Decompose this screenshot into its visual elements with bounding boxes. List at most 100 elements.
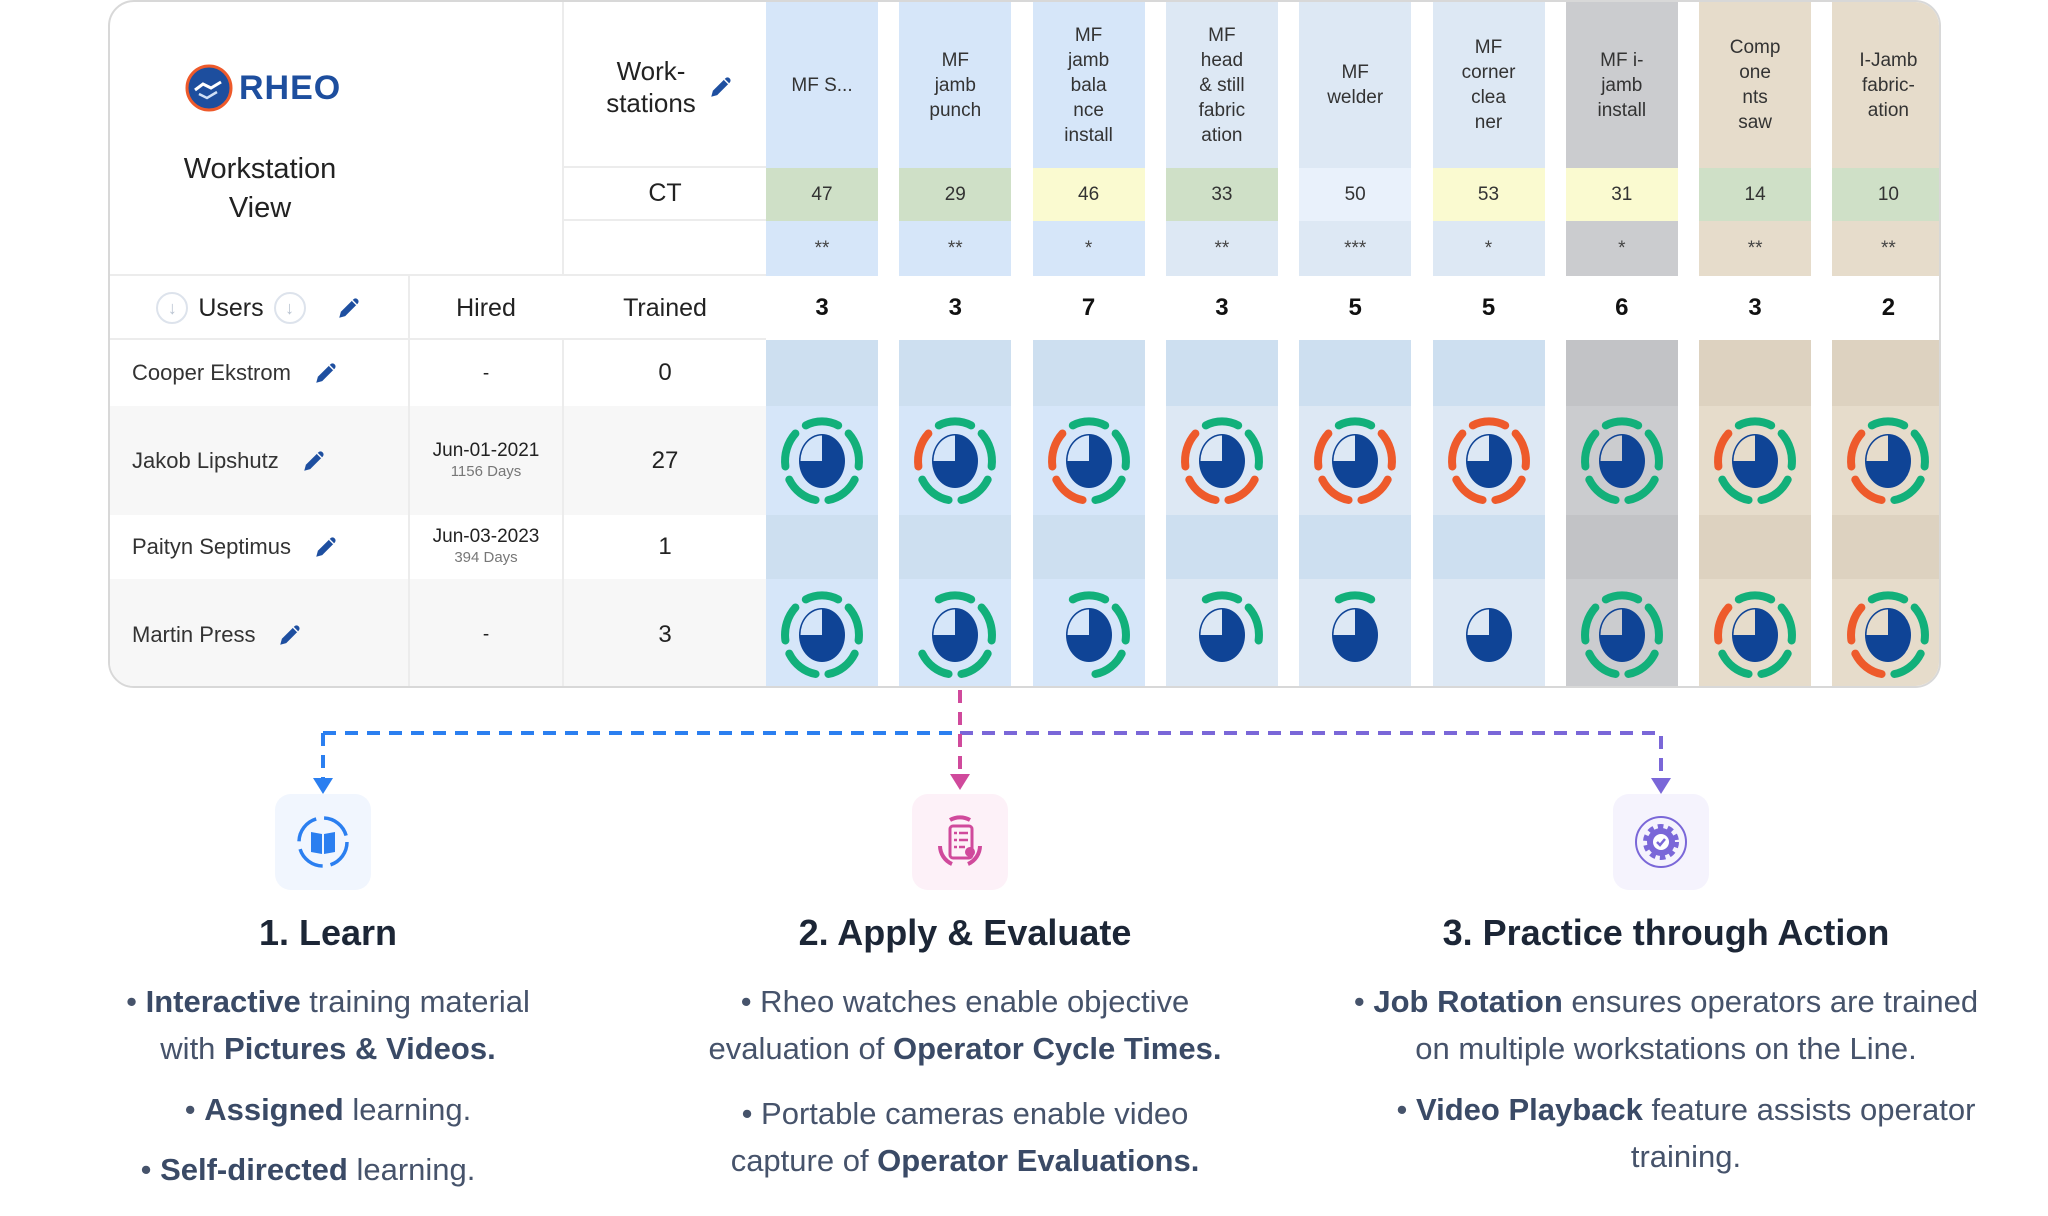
workstation-name[interactable]: MF head & still fabric ation [1198, 24, 1246, 146]
workstation-name[interactable]: MF corner clea ner [1461, 37, 1516, 133]
ring-segment [957, 475, 992, 504]
training-status-cell[interactable] [1166, 579, 1278, 686]
workstation-name[interactable]: Comp one nts saw [1729, 37, 1781, 133]
edit-user-pencil-icon[interactable] [313, 534, 339, 560]
trained-user-count: 3 [766, 276, 878, 340]
text-segment: training material [300, 984, 530, 1019]
training-status-cell[interactable] [1832, 406, 1939, 515]
ring-segment [914, 429, 933, 470]
ring-segment [1644, 429, 1663, 470]
ring-segment [1718, 649, 1753, 678]
training-status-cell[interactable] [1166, 406, 1278, 515]
rheo-logo: RHEO [185, 64, 341, 112]
edit-user-pencil-icon[interactable] [301, 448, 327, 474]
training-status-cell[interactable] [766, 579, 878, 686]
empty-training-cell[interactable] [1299, 340, 1412, 406]
training-status-cell[interactable] [1699, 579, 1811, 686]
ring-segment [1447, 429, 1466, 470]
workstation-name[interactable]: MF jamb bala nce install [1064, 24, 1113, 146]
ring-segment [1580, 429, 1600, 470]
empty-training-cell[interactable] [899, 515, 1012, 579]
training-status-cell[interactable] [1566, 406, 1678, 515]
training-status-cell[interactable] [1699, 406, 1811, 515]
ring-segment [1777, 429, 1797, 470]
ring-segment [1868, 416, 1909, 429]
edit-workstations-pencil-icon[interactable] [708, 74, 734, 100]
training-status-cell[interactable] [1299, 406, 1411, 515]
empty-training-cell[interactable] [766, 515, 878, 579]
cycle-time: 33 [1165, 168, 1278, 221]
training-status-cell[interactable] [1033, 579, 1145, 686]
training-status-cell[interactable] [899, 579, 1011, 686]
hired-date: Jun-03-2023 [432, 526, 540, 547]
user-name[interactable]: Jakob Lipshutz [132, 447, 279, 473]
sort-down-icon[interactable]: ↓ [273, 292, 306, 324]
workstation-name[interactable]: MF i- jamb install [1597, 49, 1647, 121]
training-status-cell[interactable] [1566, 579, 1678, 686]
ring-segment [957, 649, 992, 678]
ring-segment [1377, 429, 1397, 470]
training-status-cell[interactable] [899, 406, 1011, 515]
empty-training-cell[interactable] [1165, 340, 1278, 406]
ring-segment [1624, 475, 1659, 504]
step-description-line: • Self-directed learning. [141, 1146, 476, 1193]
trained-header: Trained [623, 293, 707, 322]
sort-down-icon[interactable]: ↓ [156, 292, 189, 324]
training-status-cell[interactable] [1433, 579, 1545, 686]
ring-segment [1718, 475, 1753, 504]
empty-training-cell[interactable] [1832, 515, 1939, 579]
ring-segment [1644, 603, 1663, 644]
arrow-apply-icon [950, 774, 970, 790]
step-title: 3. Practice through Action [1442, 912, 1890, 953]
user-name[interactable]: Martin Press [132, 621, 256, 647]
ring-segment [824, 475, 859, 504]
empty-training-cell[interactable] [1565, 340, 1678, 406]
empty-training-cell[interactable] [1299, 515, 1412, 579]
user-name[interactable]: Paityn Septimus [132, 534, 291, 559]
workstation-name[interactable]: MF S... [791, 74, 853, 96]
ring-segment [1847, 603, 1866, 644]
workstation-name[interactable]: MF welder [1327, 62, 1384, 108]
step-description-line: • Portable cameras enable video [742, 1090, 1189, 1137]
trained-user-count: 3 [899, 276, 1012, 340]
bullet: • [126, 984, 146, 1019]
user-name[interactable]: Cooper Ekstrom [132, 360, 291, 385]
ring-segment [1201, 590, 1243, 603]
training-status-cell[interactable] [1299, 579, 1411, 686]
empty-training-cell[interactable] [1032, 515, 1145, 579]
empty-training-cell[interactable] [1165, 515, 1278, 579]
workstation-column: MF welder 50 *** 5 [1299, 2, 1412, 686]
ring-segment [1757, 649, 1792, 678]
training-status-cell[interactable] [1033, 406, 1145, 515]
empty-training-cell[interactable] [766, 340, 878, 406]
hired-date: - [482, 362, 490, 384]
workstation-name[interactable]: I-Jamb fabric- ation [1859, 49, 1918, 121]
empty-training-cell[interactable] [1565, 515, 1678, 579]
ring-segment [1111, 429, 1130, 470]
edit-user-pencil-icon[interactable] [277, 622, 303, 648]
trained-user-count: 7 [1032, 276, 1145, 340]
empty-training-cell[interactable] [899, 340, 1012, 406]
training-status-cell[interactable] [1832, 579, 1939, 686]
training-status-cell[interactable] [1433, 406, 1545, 515]
apply-icon-box [912, 794, 1008, 890]
difficulty-stars: ** [1214, 237, 1230, 259]
hired-date: - [482, 624, 490, 645]
hired-date: Jun-01-2021 [432, 439, 540, 461]
cycle-time: 14 [1699, 168, 1812, 221]
ring-segment [1734, 416, 1776, 429]
empty-training-cell[interactable] [1032, 340, 1145, 406]
empty-training-cell[interactable] [1699, 515, 1812, 579]
empty-training-cell[interactable] [1699, 340, 1812, 406]
empty-training-cell[interactable] [1432, 515, 1545, 579]
workstation-column: MF i- jamb install 31 * 6 [1565, 2, 1678, 686]
workstation-name[interactable]: MF jamb punch [929, 49, 982, 121]
training-status-cell[interactable] [766, 406, 878, 515]
edit-user-pencil-icon[interactable] [313, 360, 339, 386]
edit-users-pencil-icon[interactable] [336, 295, 362, 321]
empty-training-cell[interactable] [1432, 340, 1545, 406]
step-description-line: • Assigned learning. [185, 1086, 472, 1133]
ring-segment [977, 603, 997, 644]
empty-training-cell[interactable] [1832, 340, 1939, 406]
step-title: 1. Learn [258, 912, 398, 953]
